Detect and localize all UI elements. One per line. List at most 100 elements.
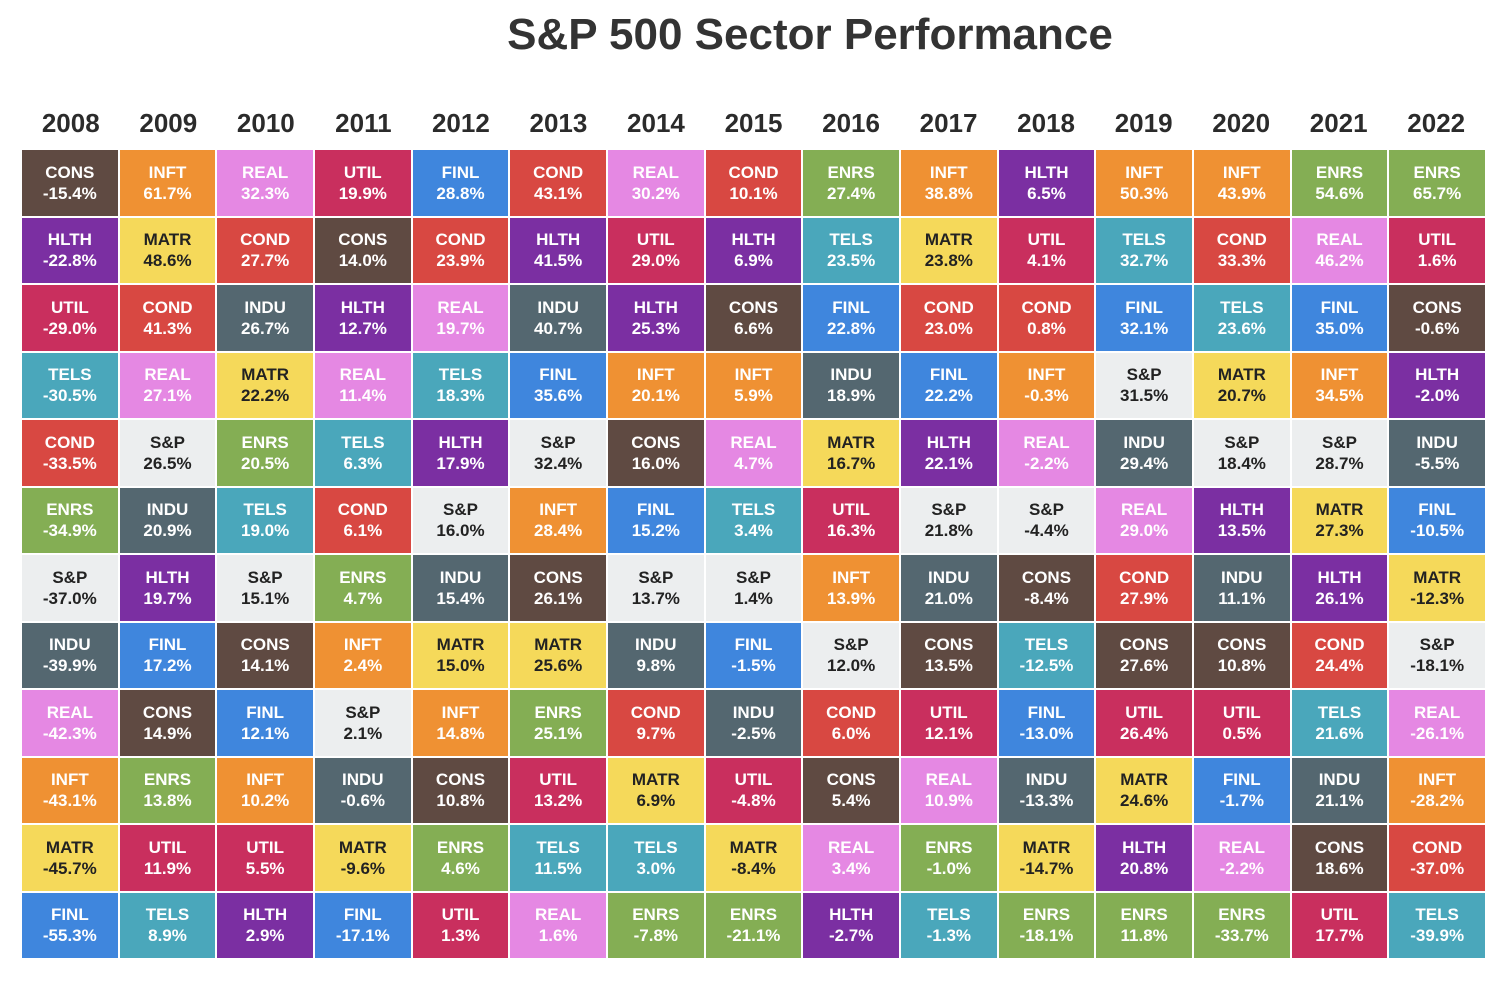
sector-code: TELS bbox=[1415, 905, 1459, 925]
sector-return: -7.8% bbox=[633, 926, 679, 946]
sector-code: INFT bbox=[539, 500, 578, 520]
sector-return: 17.2% bbox=[143, 656, 192, 676]
sector-cell: HLTH 17.9% bbox=[412, 420, 509, 486]
sector-return: -2.5% bbox=[731, 723, 776, 743]
sector-cell: S&P 18.4% bbox=[1193, 420, 1290, 486]
sector-cell: S&P 13.7% bbox=[607, 555, 704, 621]
sector-cell: S&P 31.5% bbox=[1096, 352, 1192, 418]
sector-return: 3.0% bbox=[636, 858, 676, 878]
sector-cell: FINL 17.2% bbox=[119, 622, 216, 688]
sector-return: 32.1% bbox=[1120, 318, 1169, 338]
sector-cell: CONS 10.8% bbox=[412, 757, 509, 823]
sector-cell: COND 10.1% bbox=[705, 150, 802, 216]
sector-cell: TELS -39.9% bbox=[1389, 892, 1485, 958]
sector-code: UTIL bbox=[1125, 702, 1164, 722]
sector-cell: S&P 12.0% bbox=[803, 622, 899, 688]
sector-return: -45.7% bbox=[42, 858, 97, 878]
sector-return: 27.3% bbox=[1315, 521, 1364, 541]
sector-return: 19.0% bbox=[241, 521, 290, 541]
sector-cell: S&P 1.4% bbox=[705, 555, 802, 621]
sector-code: UTIL bbox=[832, 500, 871, 520]
sector-return: 26.5% bbox=[143, 453, 192, 473]
sector-cell: INDU 29.4% bbox=[1096, 420, 1192, 486]
sector-cell: TELS 3.4% bbox=[705, 487, 802, 553]
sector-code: FINL bbox=[1125, 297, 1164, 317]
sector-cell: COND 33.3% bbox=[1193, 217, 1290, 283]
sector-cell: REAL -2.2% bbox=[998, 420, 1095, 486]
sector-cell: FINL -1.7% bbox=[1193, 757, 1290, 823]
sector-return: -10.5% bbox=[1410, 521, 1465, 541]
sector-cell: HLTH 6.9% bbox=[705, 217, 802, 283]
sector-code: S&P bbox=[345, 702, 381, 722]
sector-return: 28.7% bbox=[1315, 453, 1364, 473]
sector-cell: MATR 22.2% bbox=[217, 352, 313, 418]
sector-return: 33.3% bbox=[1217, 251, 1266, 271]
sector-code: INFT bbox=[832, 567, 871, 587]
sector-code: INFT bbox=[50, 770, 89, 790]
sector-return: -15.4% bbox=[42, 183, 97, 203]
sector-return: 21.8% bbox=[924, 521, 973, 541]
sector-cell: INFT 50.3% bbox=[1096, 150, 1192, 216]
sector-return: 0.5% bbox=[1222, 723, 1262, 743]
sector-cell: HLTH 13.5% bbox=[1193, 487, 1290, 553]
sector-cell: S&P 2.1% bbox=[314, 690, 411, 756]
sector-cell: INFT 2.4% bbox=[314, 622, 411, 688]
sector-code: MATR bbox=[1315, 500, 1364, 520]
sector-cell: CONS 14.1% bbox=[217, 622, 313, 688]
sector-code: INDU bbox=[830, 365, 872, 385]
sector-cell: MATR -45.7% bbox=[22, 825, 118, 891]
sector-code: MATR bbox=[631, 770, 680, 790]
sector-code: INDU bbox=[49, 635, 91, 655]
sector-code: ENRS bbox=[241, 432, 289, 452]
sector-code: REAL bbox=[925, 770, 972, 790]
sector-code: MATR bbox=[729, 837, 778, 857]
sector-cell: UTIL 29.0% bbox=[607, 217, 704, 283]
sector-return: -37.0% bbox=[1410, 858, 1465, 878]
sector-return: 6.5% bbox=[1027, 183, 1066, 203]
sector-cell: TELS 23.6% bbox=[1193, 285, 1290, 351]
sector-cell: FINL -1.5% bbox=[705, 622, 802, 688]
sector-cell: FINL 22.2% bbox=[900, 352, 997, 418]
sector-code: COND bbox=[240, 230, 291, 250]
sector-return: 22.2% bbox=[924, 386, 973, 406]
sector-performance-grid: CONS -15.4% INFT 61.7% REAL 32.3% UTIL 19.9% FIN… bbox=[22, 150, 1485, 958]
sector-return: 2.4% bbox=[343, 656, 383, 676]
sector-cell: MATR -9.6% bbox=[314, 825, 411, 891]
sector-return: 2.1% bbox=[343, 723, 383, 743]
sector-code: REAL bbox=[242, 162, 289, 182]
sector-code: INDU bbox=[1123, 432, 1165, 452]
sector-cell: HLTH 19.7% bbox=[119, 555, 216, 621]
year-label: 2018 bbox=[1017, 108, 1076, 138]
sector-code: TELS bbox=[341, 432, 385, 452]
sector-return: 28.4% bbox=[534, 521, 583, 541]
sector-return: 22.2% bbox=[241, 386, 290, 406]
sector-code: S&P bbox=[52, 567, 88, 587]
sector-code: UTIL bbox=[441, 905, 480, 925]
sector-return: -22.8% bbox=[42, 251, 97, 271]
sector-code: HLTH bbox=[633, 297, 678, 317]
sector-code: REAL bbox=[632, 162, 679, 182]
sector-return: 27.9% bbox=[1120, 588, 1169, 608]
sector-return: -43.1% bbox=[42, 791, 97, 811]
sector-return: 5.9% bbox=[734, 386, 773, 406]
sector-return: 40.7% bbox=[534, 318, 583, 338]
sector-cell: INDU -13.3% bbox=[998, 757, 1095, 823]
sector-return: 2.9% bbox=[245, 926, 285, 946]
sector-cell: CONS 5.4% bbox=[803, 757, 899, 823]
sector-code: HLTH bbox=[926, 432, 971, 452]
sector-return: 13.2% bbox=[534, 791, 583, 811]
sector-code: UTIL bbox=[929, 702, 968, 722]
sector-code: COND bbox=[923, 297, 974, 317]
sector-cell: COND 43.1% bbox=[510, 150, 606, 216]
sector-cell: HLTH 22.1% bbox=[900, 420, 997, 486]
sector-return: 21.1% bbox=[1315, 791, 1364, 811]
sector-code: HLTH bbox=[1317, 567, 1362, 587]
sector-code: UTIL bbox=[636, 230, 675, 250]
sector-return: -1.3% bbox=[926, 926, 972, 946]
sector-cell: CONS 14.0% bbox=[314, 217, 411, 283]
sector-return: 1.6% bbox=[1417, 251, 1457, 271]
sector-code: TELS bbox=[438, 365, 483, 385]
sector-return: 26.1% bbox=[534, 588, 583, 608]
sector-return: -29.0% bbox=[42, 318, 97, 338]
sector-return: 11.1% bbox=[1218, 588, 1266, 608]
